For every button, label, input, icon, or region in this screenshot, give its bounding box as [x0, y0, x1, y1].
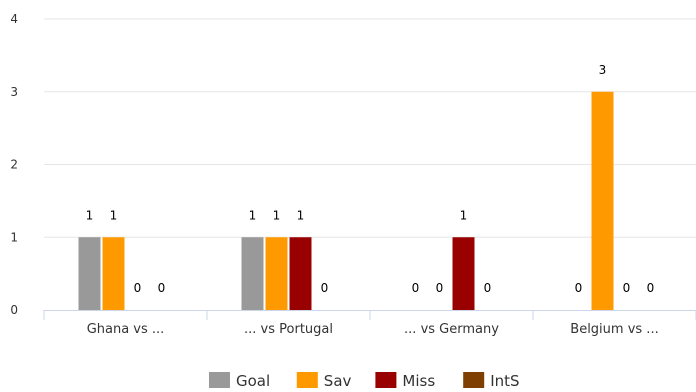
- y-tick-label: 1: [10, 230, 18, 244]
- data-label-sav-1: 1: [273, 208, 281, 222]
- category-label: Ghana vs ...: [87, 322, 165, 337]
- data-label-sav-0: 1: [110, 208, 118, 222]
- data-label-sav-2: 0: [436, 281, 444, 295]
- bar-goal-0[interactable]: [78, 237, 101, 310]
- legend-swatch: [296, 372, 318, 388]
- data-label-ints-2: 0: [484, 281, 492, 295]
- category-label: ... vs Germany: [404, 322, 499, 337]
- data-label-miss-1: 1: [297, 208, 305, 222]
- data-label-ints-1: 0: [321, 281, 329, 295]
- data-label-goal-0: 1: [86, 208, 94, 222]
- data-label-goal-3: 0: [575, 281, 583, 295]
- legend-label: IntS: [490, 372, 519, 390]
- data-label-sav-3: 3: [599, 63, 607, 77]
- legend-swatch: [375, 372, 397, 388]
- legend-item-ints[interactable]: IntS: [463, 372, 520, 390]
- legend-item-goal[interactable]: Goal: [209, 372, 270, 390]
- category-label: ... vs Portugal: [244, 322, 333, 337]
- data-label-ints-3: 0: [647, 281, 655, 295]
- legend-swatch: [209, 372, 230, 388]
- bar-miss-1[interactable]: [289, 237, 312, 310]
- data-label-goal-1: 1: [249, 208, 257, 222]
- data-label-miss-3: 0: [623, 281, 631, 295]
- legend-label: Miss: [402, 372, 435, 390]
- bar-sav-1[interactable]: [265, 237, 288, 310]
- legend: Goal Sav Miss IntS: [209, 372, 520, 390]
- legend-label: Sav: [324, 372, 352, 390]
- data-label-ints-0: 0: [158, 281, 166, 295]
- y-tick-label: 3: [10, 85, 18, 99]
- category-labels: Ghana vs ... ... vs Portugal ... vs German…: [87, 322, 659, 337]
- grid-lines: [44, 18, 696, 238]
- bar-goal-1[interactable]: [241, 237, 264, 310]
- y-tick-label: 0: [10, 303, 18, 317]
- legend-item-sav[interactable]: Sav: [296, 372, 352, 390]
- data-label-goal-2: 0: [412, 281, 420, 295]
- bar-miss-2[interactable]: [452, 237, 475, 310]
- category-label: Belgium vs ...: [570, 322, 658, 337]
- bar-sav-3[interactable]: [591, 91, 614, 310]
- bars: [78, 91, 614, 310]
- data-labels: 1 1 0 0 1 1 1 0 0 0 1 0 0 3 0 0: [86, 63, 655, 295]
- legend-swatch: [463, 372, 485, 388]
- bar-sav-0[interactable]: [102, 237, 125, 310]
- legend-item-miss[interactable]: Miss: [375, 372, 435, 390]
- y-tick-label: 2: [10, 158, 18, 172]
- data-label-miss-0: 0: [134, 281, 142, 295]
- y-axis-ticks: 0 1 2 3 4: [10, 12, 18, 317]
- data-label-miss-2: 1: [460, 208, 468, 222]
- x-axis-ticks: [43, 310, 696, 320]
- legend-label: Goal: [236, 372, 270, 390]
- y-tick-label: 4: [10, 12, 18, 26]
